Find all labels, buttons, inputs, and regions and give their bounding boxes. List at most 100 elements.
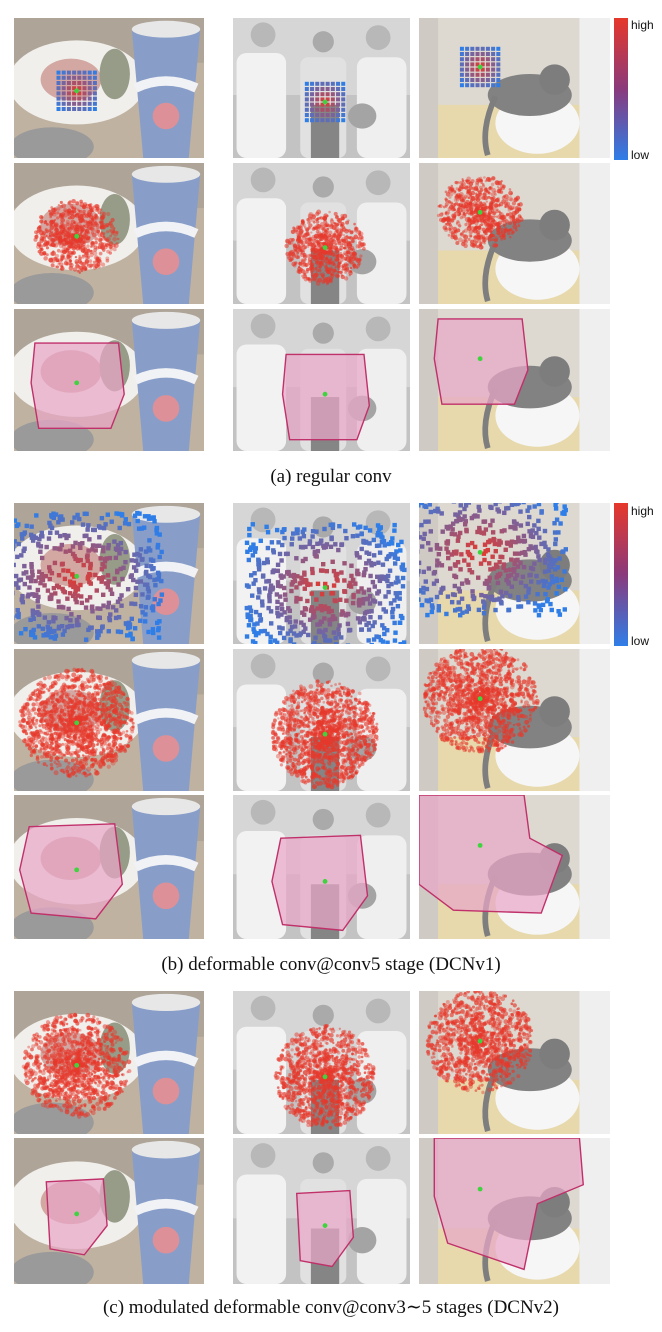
players-scene [233, 991, 410, 1134]
support-heat [33, 198, 120, 274]
panel-a-row1-players [233, 18, 410, 158]
center-point [322, 731, 328, 737]
panel-b-row1-plate [14, 503, 204, 644]
caption-panel-a: (a) regular conv [270, 466, 392, 487]
panel-c-row2-players-image [233, 1138, 410, 1284]
support-heat [284, 209, 366, 286]
panel-a-row2-plate [14, 163, 204, 304]
colorbar-a-high-label: high [631, 18, 654, 32]
panel-b-row2-players-image [233, 649, 410, 791]
panel-a-row3-players [233, 309, 410, 451]
panel-a-row1-plate-image [14, 18, 204, 158]
panel-a-row3-players-image [233, 309, 410, 451]
support-region [433, 318, 529, 405]
center-point [477, 1038, 483, 1044]
center-point [477, 209, 483, 215]
center-point [477, 696, 483, 702]
panel-b-row3-cat [419, 795, 610, 939]
support-region [433, 1138, 584, 1271]
panel-a-row2-players [233, 163, 410, 304]
support-region [45, 1178, 108, 1256]
panel-b-row3-plate-image [14, 795, 204, 939]
panel-b-row3-cat-image [419, 795, 610, 939]
center-point [322, 391, 328, 397]
panel-b-row2-cat-image [419, 649, 610, 791]
center-point [477, 64, 483, 70]
center-point [322, 1074, 328, 1080]
support-heat [422, 649, 540, 754]
panel-c-row2-players [233, 1138, 410, 1284]
support-region [271, 834, 369, 932]
center-point [74, 1062, 80, 1068]
panel-c-row1-plate [14, 991, 204, 1134]
panel-a-row2-cat [419, 163, 610, 304]
colorbar-b-high-label: high [631, 504, 654, 518]
panel-b-row2-cat [419, 649, 610, 791]
colorbar-a-low-label: low [631, 148, 650, 162]
panel-a-row3-cat-image [419, 309, 610, 451]
support-heat [273, 1024, 376, 1130]
panel-b-row1-players [233, 503, 410, 644]
panel-c-row2-plate [14, 1138, 204, 1284]
support-heat [425, 991, 534, 1095]
panel-a-row3-cat [419, 309, 610, 451]
panel-a-row2-plate-image [14, 163, 204, 304]
plate-scene [14, 1138, 204, 1284]
panel-b-row2-plate [14, 649, 204, 791]
panel-b-row2-plate-image [14, 649, 204, 791]
support-region [30, 342, 125, 429]
panel-c-row1-plate-image [14, 991, 204, 1134]
center-point [74, 867, 80, 873]
panel-b-row1-plate-image [14, 503, 204, 644]
colorbar-b [614, 503, 628, 646]
center-point [74, 380, 80, 386]
panel-b-row3-plate [14, 795, 204, 939]
panel-c-row1-players-image [233, 991, 410, 1134]
sampling-grid [304, 81, 346, 123]
panel-b-row3-players [233, 795, 410, 939]
center-point [322, 99, 328, 105]
support-heat [270, 679, 379, 790]
panel-a-row1-plate [14, 18, 204, 158]
panel-a-row1-players-image [233, 18, 410, 158]
panel-c-row2-cat [419, 1138, 610, 1284]
center-point [74, 233, 80, 239]
cat-scene [419, 163, 610, 304]
panel-b-row1-cat-image [419, 503, 610, 644]
panel-c-row1-players [233, 991, 410, 1134]
caption-panel-c: (c) modulated deformable conv@conv3∼5 st… [102, 1297, 560, 1318]
sampling-grid [56, 70, 97, 111]
panel-a-row2-cat-image [419, 163, 610, 304]
panel-a-row1-cat [419, 18, 610, 158]
panel-b-row1-players-image [233, 503, 410, 644]
panel-a-row2-players-image [233, 163, 410, 304]
center-point [74, 573, 80, 579]
center-point [74, 88, 80, 94]
center-point [322, 245, 328, 250]
center-point [74, 720, 80, 726]
panel-a-row3-plate-image [14, 309, 204, 451]
support-region [295, 1189, 355, 1268]
sampling-grid [459, 46, 501, 88]
panel-a-row1-cat-image [419, 18, 610, 158]
center-point [322, 585, 328, 590]
center-point [477, 843, 483, 848]
center-point [477, 549, 483, 555]
cat-scene [419, 649, 610, 791]
panel-c-row2-cat-image [419, 1138, 610, 1284]
support-heat [18, 667, 135, 779]
colorbar-b-low-label: low [631, 634, 650, 648]
center-point [477, 356, 483, 362]
support-heat [21, 1012, 132, 1119]
support-heat [436, 176, 524, 250]
panel-c-row1-cat-image [419, 991, 610, 1134]
sampling-scatter [14, 510, 165, 642]
colorbar-a [614, 18, 628, 160]
plate-scene [14, 18, 204, 158]
panel-c-row1-cat [419, 991, 610, 1134]
panel-a-row3-plate [14, 309, 204, 451]
support-region [419, 795, 564, 914]
center-point [322, 879, 328, 884]
panel-b-row2-players [233, 649, 410, 791]
center-point [74, 1211, 80, 1217]
